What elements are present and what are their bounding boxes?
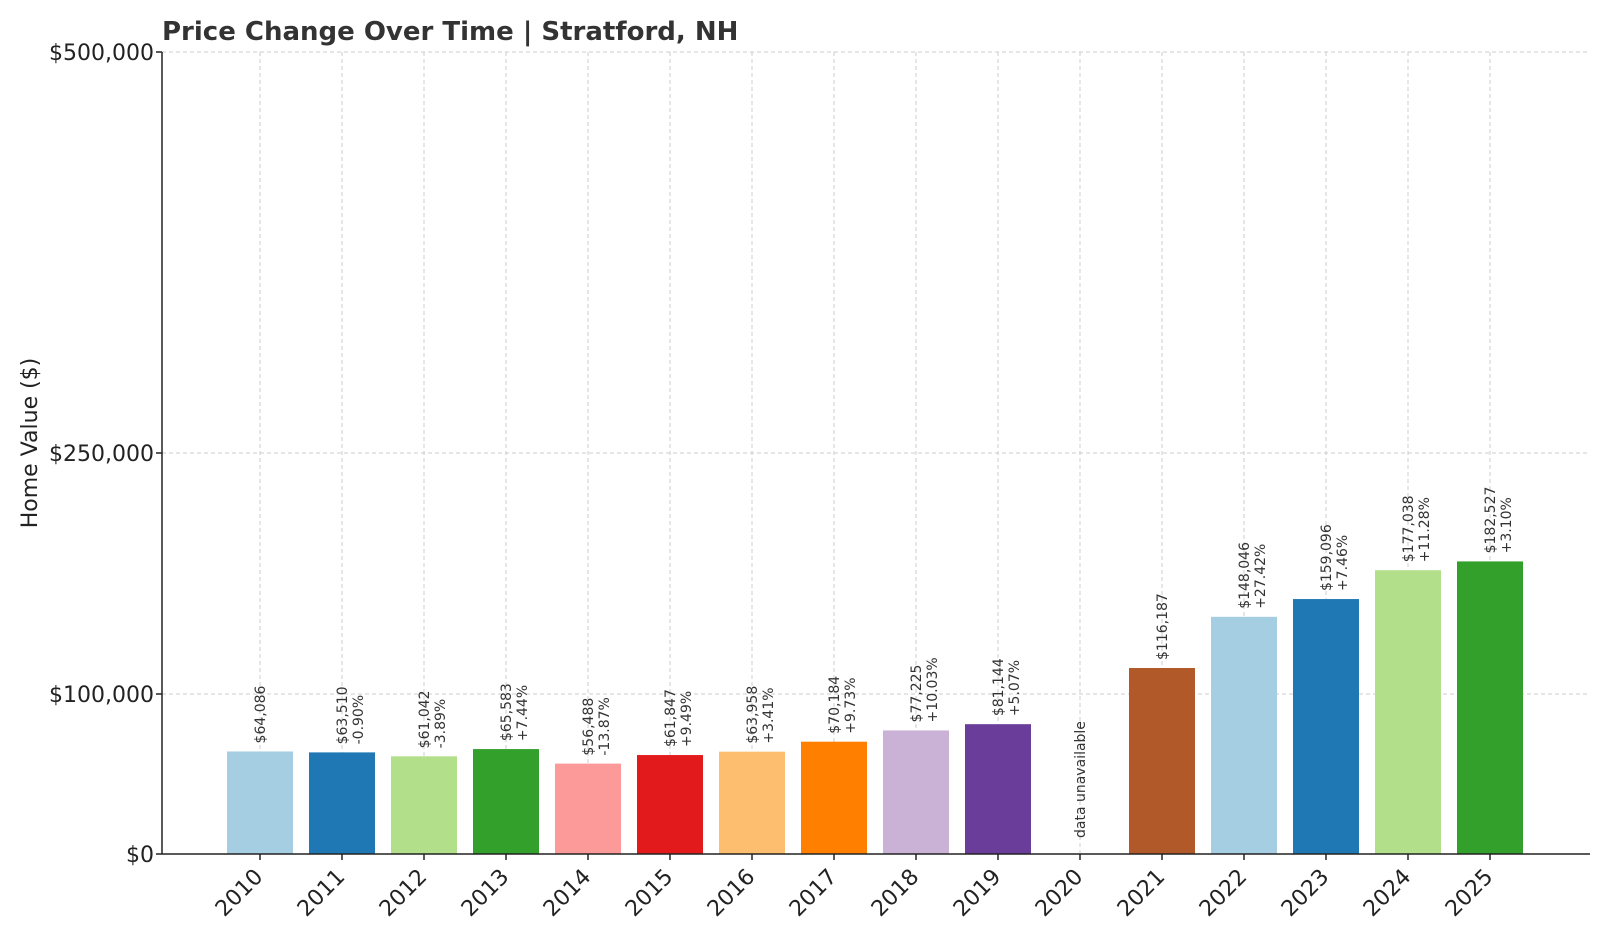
bar-2012 (391, 756, 457, 854)
change-label: +7.44% (515, 685, 531, 741)
value-label: $148,046 (1237, 542, 1253, 609)
bar-2010 (227, 751, 293, 854)
change-label: +7.46% (1335, 535, 1351, 591)
value-label: $65,583 (499, 683, 515, 741)
change-label: -3.89% (433, 699, 449, 749)
value-label: $64,086 (253, 685, 269, 743)
bar-2016 (719, 751, 785, 854)
x-tick-label: 2020 (1031, 865, 1088, 922)
bar-2019 (965, 724, 1031, 854)
x-tick-label: 2017 (785, 865, 842, 922)
y-tick-label: $0 (126, 843, 154, 868)
change-label: -0.90% (351, 695, 367, 745)
x-tick-label: 2011 (293, 865, 350, 922)
change-label: +9.73% (843, 677, 859, 733)
bar-2015 (637, 755, 703, 854)
value-label: $61,042 (417, 690, 433, 748)
y-tick-label: $250,000 (49, 442, 154, 467)
x-tick-label: 2022 (1195, 865, 1252, 922)
bars-layer (227, 561, 1523, 854)
change-label: +27.42% (1253, 544, 1269, 609)
x-tick-label: 2021 (1113, 865, 1170, 922)
data-labels-layer: $64,086 $63,510 -0.90% $61,042 -3.89% $65,583… (253, 487, 1515, 838)
value-label: $56,488 (581, 698, 597, 756)
change-label: +10.03% (925, 657, 941, 722)
x-tick-label: 2010 (211, 865, 268, 922)
bar-2022 (1211, 616, 1277, 854)
change-label: +11.28% (1417, 497, 1433, 562)
value-label: $182,527 (1483, 487, 1499, 554)
bar-2014 (555, 763, 621, 854)
bar-2025 (1457, 561, 1523, 854)
x-ticks-layer: 2010 2011 2012 2013 2014 2015 2016 2017 2018 2019… (211, 854, 1498, 922)
y-axis-label: Home Value ($) (18, 358, 43, 529)
change-label: +3.10% (1499, 497, 1515, 553)
bar-2024 (1375, 570, 1441, 854)
x-tick-label: 2016 (703, 865, 760, 922)
change-label: +3.41% (761, 687, 777, 743)
x-tick-label: 2019 (949, 865, 1006, 922)
x-tick-label: 2025 (1441, 865, 1498, 922)
change-label: +9.49% (679, 691, 695, 747)
x-tick-label: 2018 (867, 865, 924, 922)
x-tick-label: 2024 (1359, 865, 1416, 922)
value-label: $77,225 (909, 665, 925, 723)
y-tick-label: $100,000 (49, 683, 154, 708)
x-tick-label: 2023 (1277, 865, 1334, 922)
value-label: $61,847 (663, 689, 679, 747)
x-tick-label: 2015 (621, 865, 678, 922)
value-label: $63,958 (745, 686, 761, 744)
missing-data-label: data unavailable (1073, 721, 1089, 838)
value-label: $177,038 (1401, 495, 1417, 562)
bar-2011 (309, 752, 375, 854)
value-label: $63,510 (335, 686, 351, 744)
value-label: $116,187 (1155, 593, 1171, 660)
bar-2017 (801, 741, 867, 854)
bar-2013 (473, 749, 539, 854)
x-tick-label: 2013 (457, 865, 514, 922)
y-ticks-layer: $0 $100,000 $250,000 $500,000 (49, 41, 162, 868)
value-label: $81,144 (991, 658, 1007, 716)
bar-2021 (1129, 667, 1195, 854)
chart-title: Price Change Over Time | Stratford, NH (162, 17, 738, 47)
change-label: -13.87% (597, 697, 613, 755)
grid-layer (162, 51, 1590, 854)
change-label: +5.07% (1007, 660, 1023, 716)
x-tick-label: 2014 (539, 865, 596, 922)
value-label: $159,096 (1319, 524, 1335, 591)
x-tick-label: 2012 (375, 865, 432, 922)
y-tick-label: $500,000 (49, 41, 154, 66)
bar-2023 (1293, 599, 1359, 854)
bar-2018 (883, 730, 949, 854)
value-label: $70,184 (827, 676, 843, 734)
